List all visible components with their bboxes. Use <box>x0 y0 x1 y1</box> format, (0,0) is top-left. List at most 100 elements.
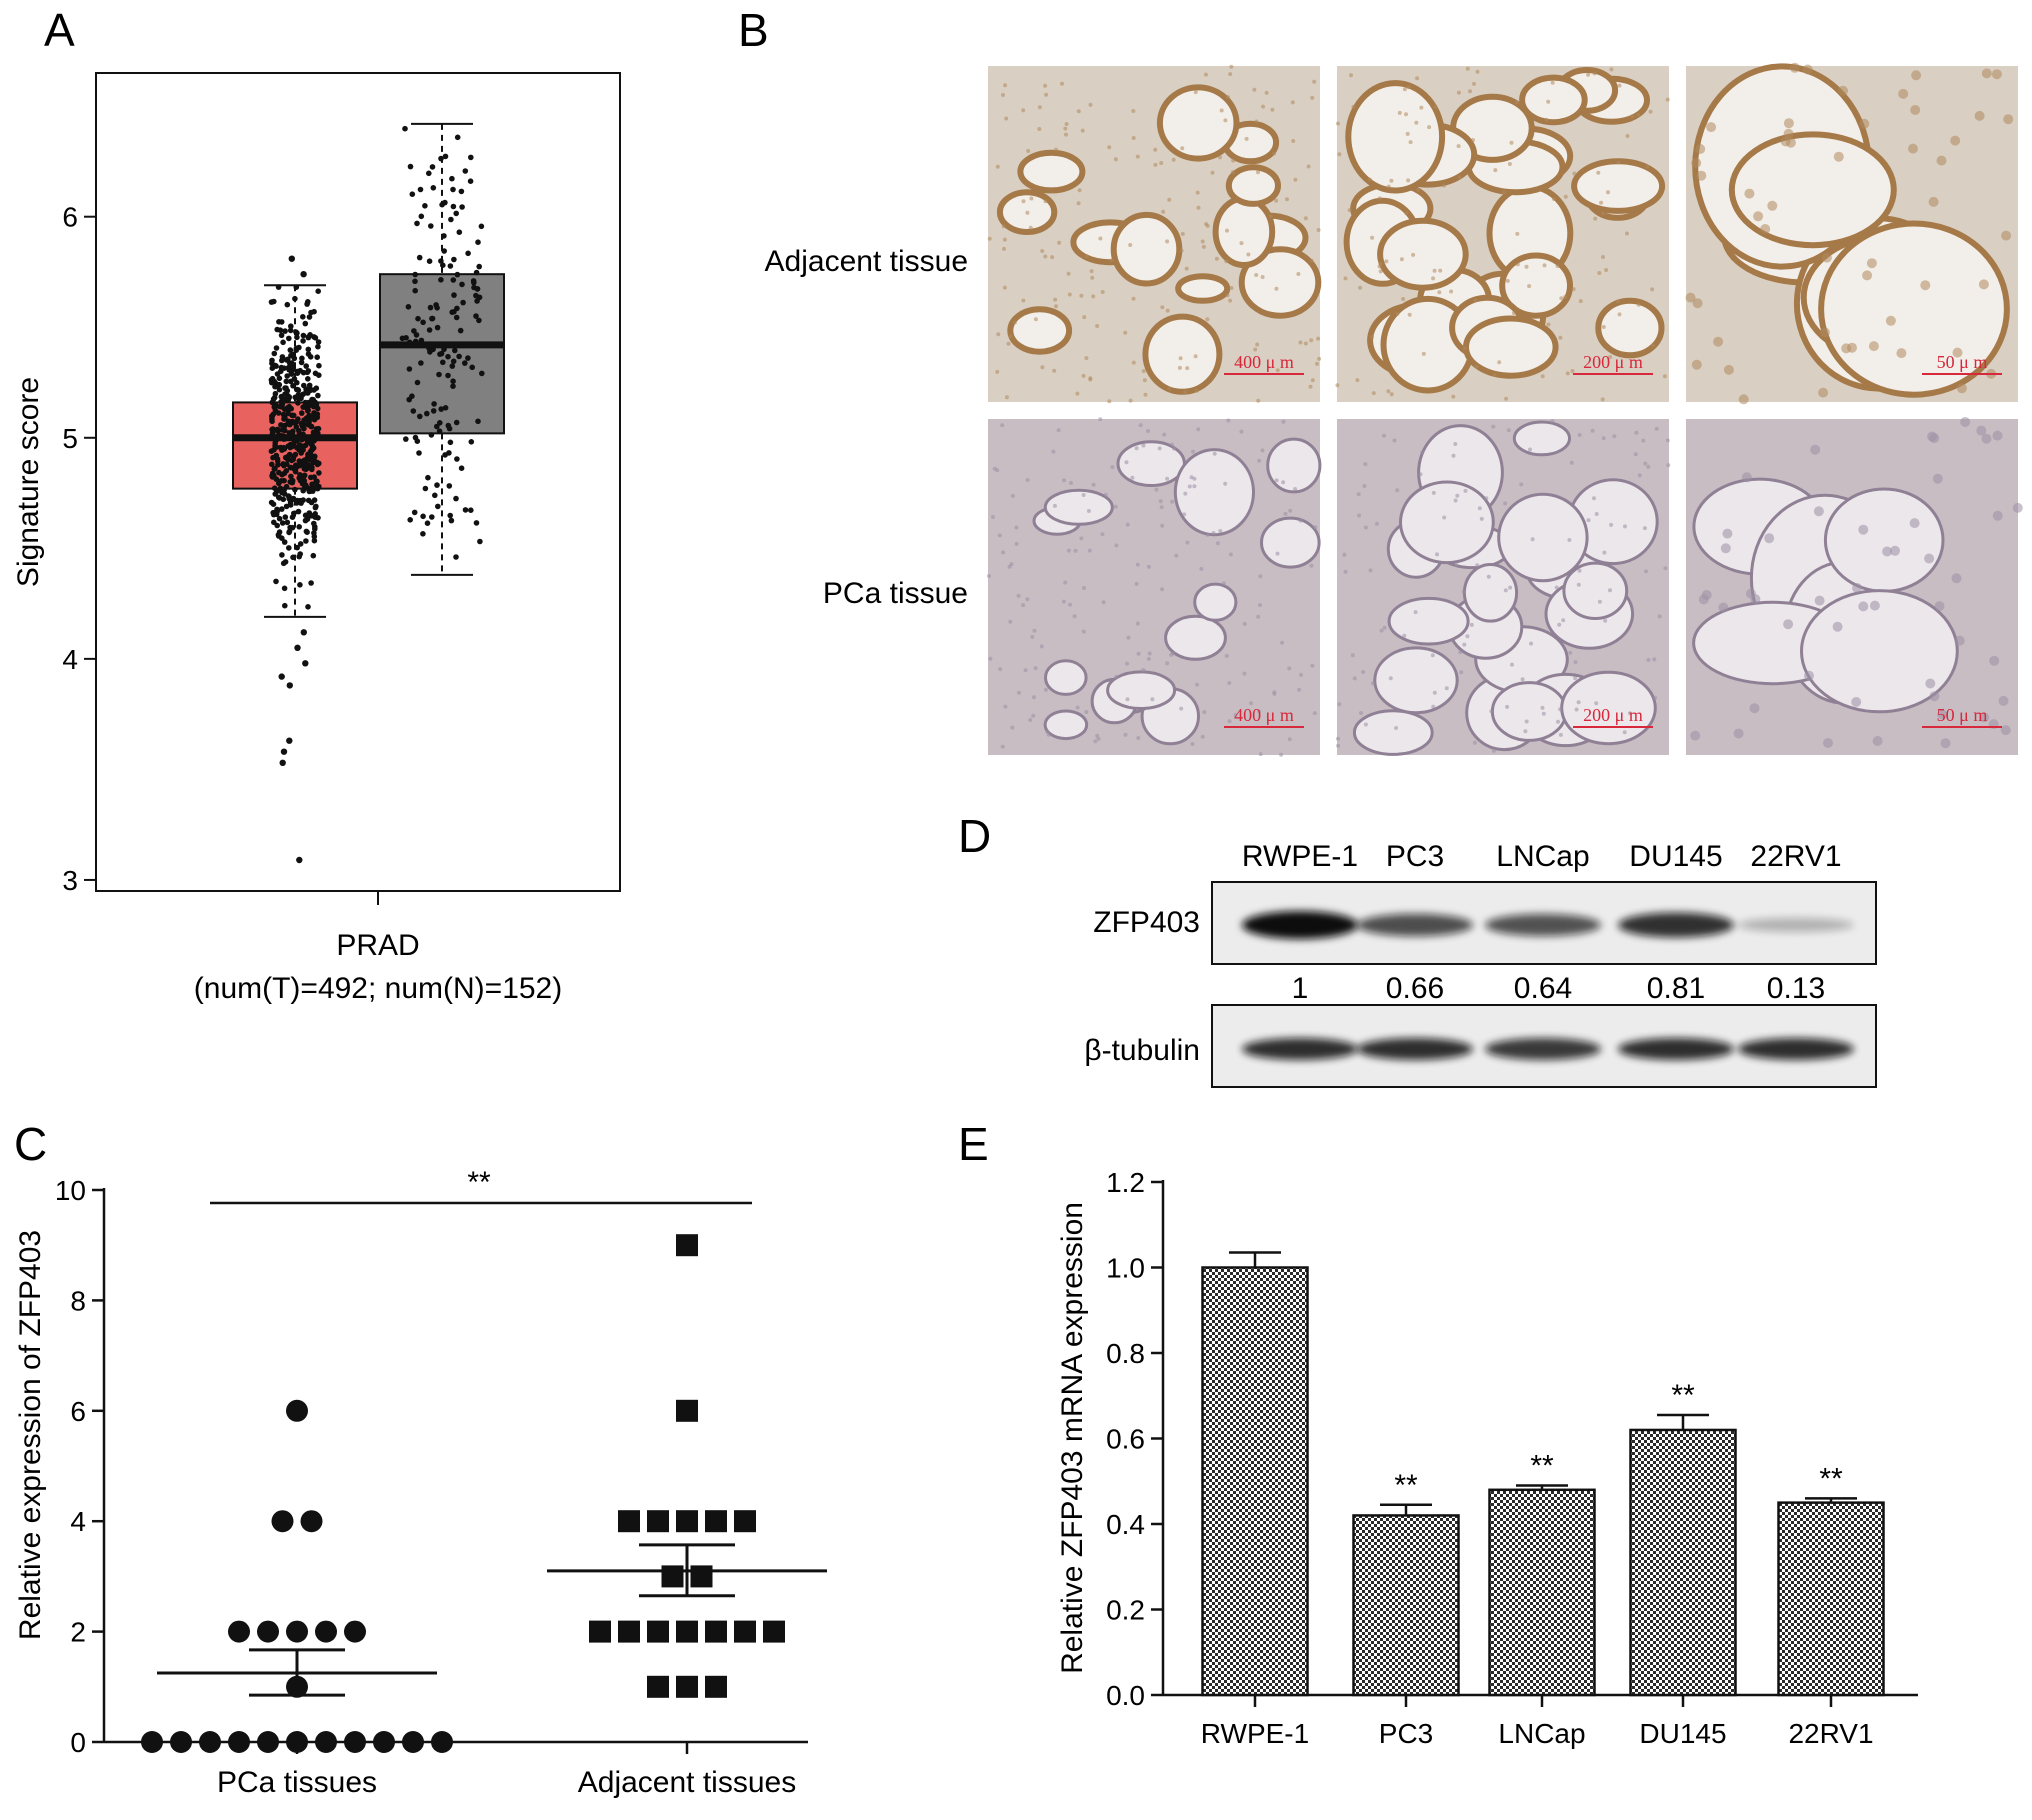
cell-nucleus <box>1567 538 1572 542</box>
cell-nucleus <box>1002 246 1006 251</box>
sample-point <box>290 351 296 358</box>
cell-nucleus <box>1098 236 1103 241</box>
cell-nucleus <box>1550 419 1555 424</box>
cell-nucleus <box>1272 151 1277 156</box>
cell-nucleus <box>1463 488 1468 493</box>
cell-nucleus <box>1404 112 1408 117</box>
cell-nucleus <box>1037 127 1042 131</box>
cell-nucleus <box>1256 614 1261 619</box>
cell-nucleus <box>1084 254 1089 259</box>
cell-nucleus <box>1578 299 1583 304</box>
cell-nucleus <box>1415 76 1420 81</box>
cell-nucleus <box>1275 551 1280 556</box>
outlier-point <box>302 660 309 667</box>
cell-nucleus <box>1006 341 1011 346</box>
gland-lumen <box>1044 659 1088 696</box>
cell-nucleus <box>1866 258 1877 269</box>
cell-nucleus <box>1981 433 1992 444</box>
cell-nucleus <box>1363 462 1368 467</box>
cell-nucleus <box>1563 295 1568 299</box>
cell-nucleus <box>1475 69 1480 74</box>
sample-point <box>305 376 311 382</box>
sample-point <box>306 314 313 320</box>
sample-point <box>277 485 284 492</box>
sample-point <box>292 486 298 493</box>
sample-point <box>269 461 275 468</box>
cell-nucleus <box>1010 725 1015 730</box>
band-ratio: 1 <box>1292 972 1309 1005</box>
sample-point <box>450 186 456 193</box>
cell-nucleus <box>1123 732 1128 737</box>
cell-nucleus <box>1475 563 1480 568</box>
data-point <box>300 1510 323 1533</box>
sample-point <box>276 381 283 388</box>
cell-nucleus <box>1218 529 1223 533</box>
sample-point <box>274 506 280 513</box>
cell-nucleus <box>1653 695 1658 700</box>
cell-nucleus <box>1260 275 1265 279</box>
cell-nucleus <box>1896 348 1907 359</box>
cell-nucleus <box>1061 599 1066 604</box>
y-tick-label: 1.0 <box>1106 1253 1145 1284</box>
sample-point <box>426 258 433 265</box>
sample-point <box>311 537 318 544</box>
cell-nucleus <box>1542 263 1547 268</box>
cell-nucleus <box>1636 302 1641 307</box>
sample-point <box>409 191 416 197</box>
cell-nucleus <box>1095 733 1100 738</box>
cell-nucleus <box>1288 508 1293 513</box>
cell-nucleus <box>1161 209 1166 214</box>
sample-point <box>278 422 284 428</box>
sample-point <box>420 319 426 326</box>
cell-nucleus <box>1510 662 1514 667</box>
sample-point <box>294 334 300 341</box>
cell-nucleus <box>1043 687 1048 692</box>
sample-point <box>304 301 310 307</box>
cell-nucleus <box>1869 600 1880 611</box>
cell-nucleus <box>1081 629 1086 634</box>
data-point <box>661 1565 684 1588</box>
sample-point <box>284 373 291 379</box>
cell-nucleus <box>1081 373 1086 378</box>
cell-nucleus <box>1303 216 1308 221</box>
cell-nucleus <box>1131 109 1136 113</box>
cell-nucleus <box>1529 641 1534 646</box>
cell-nucleus <box>1298 340 1303 345</box>
sample-point <box>290 554 296 561</box>
cell-nucleus <box>1226 418 1231 423</box>
sample-point <box>438 406 445 412</box>
cell-nucleus <box>1215 541 1220 546</box>
cell-nucleus <box>1228 298 1233 303</box>
sample-point <box>279 535 285 541</box>
cell-nucleus <box>1890 545 1900 556</box>
sample-point <box>298 420 305 427</box>
sample-point <box>276 495 283 501</box>
gland-lumen <box>1373 646 1459 715</box>
cell-nucleus <box>1505 704 1510 709</box>
cell-nucleus <box>1645 164 1650 169</box>
sample-point <box>314 354 321 361</box>
cell-nucleus <box>1650 343 1655 348</box>
cell-nucleus <box>1256 398 1261 403</box>
sample-point <box>279 520 286 526</box>
sample-point <box>316 362 322 369</box>
cell-nucleus <box>1885 315 1896 326</box>
cell-nucleus <box>1358 285 1363 290</box>
lane-label: 22RV1 <box>1750 840 1841 873</box>
cell-nucleus <box>2012 502 2023 513</box>
x-category-label: LNCap <box>1498 1718 1585 1749</box>
cell-nucleus <box>1352 676 1357 681</box>
cell-nucleus <box>1343 276 1348 281</box>
cell-nucleus <box>1091 294 1096 299</box>
sample-point <box>295 400 301 406</box>
data-point <box>647 1510 669 1533</box>
sample-point <box>308 309 314 316</box>
cell-nucleus <box>1091 482 1096 487</box>
sample-point <box>447 263 454 269</box>
gland-lumen <box>1007 306 1073 355</box>
cell-nucleus <box>1601 255 1605 259</box>
cell-nucleus <box>987 574 991 578</box>
cell-nucleus <box>991 515 995 519</box>
data-point <box>676 1234 698 1257</box>
